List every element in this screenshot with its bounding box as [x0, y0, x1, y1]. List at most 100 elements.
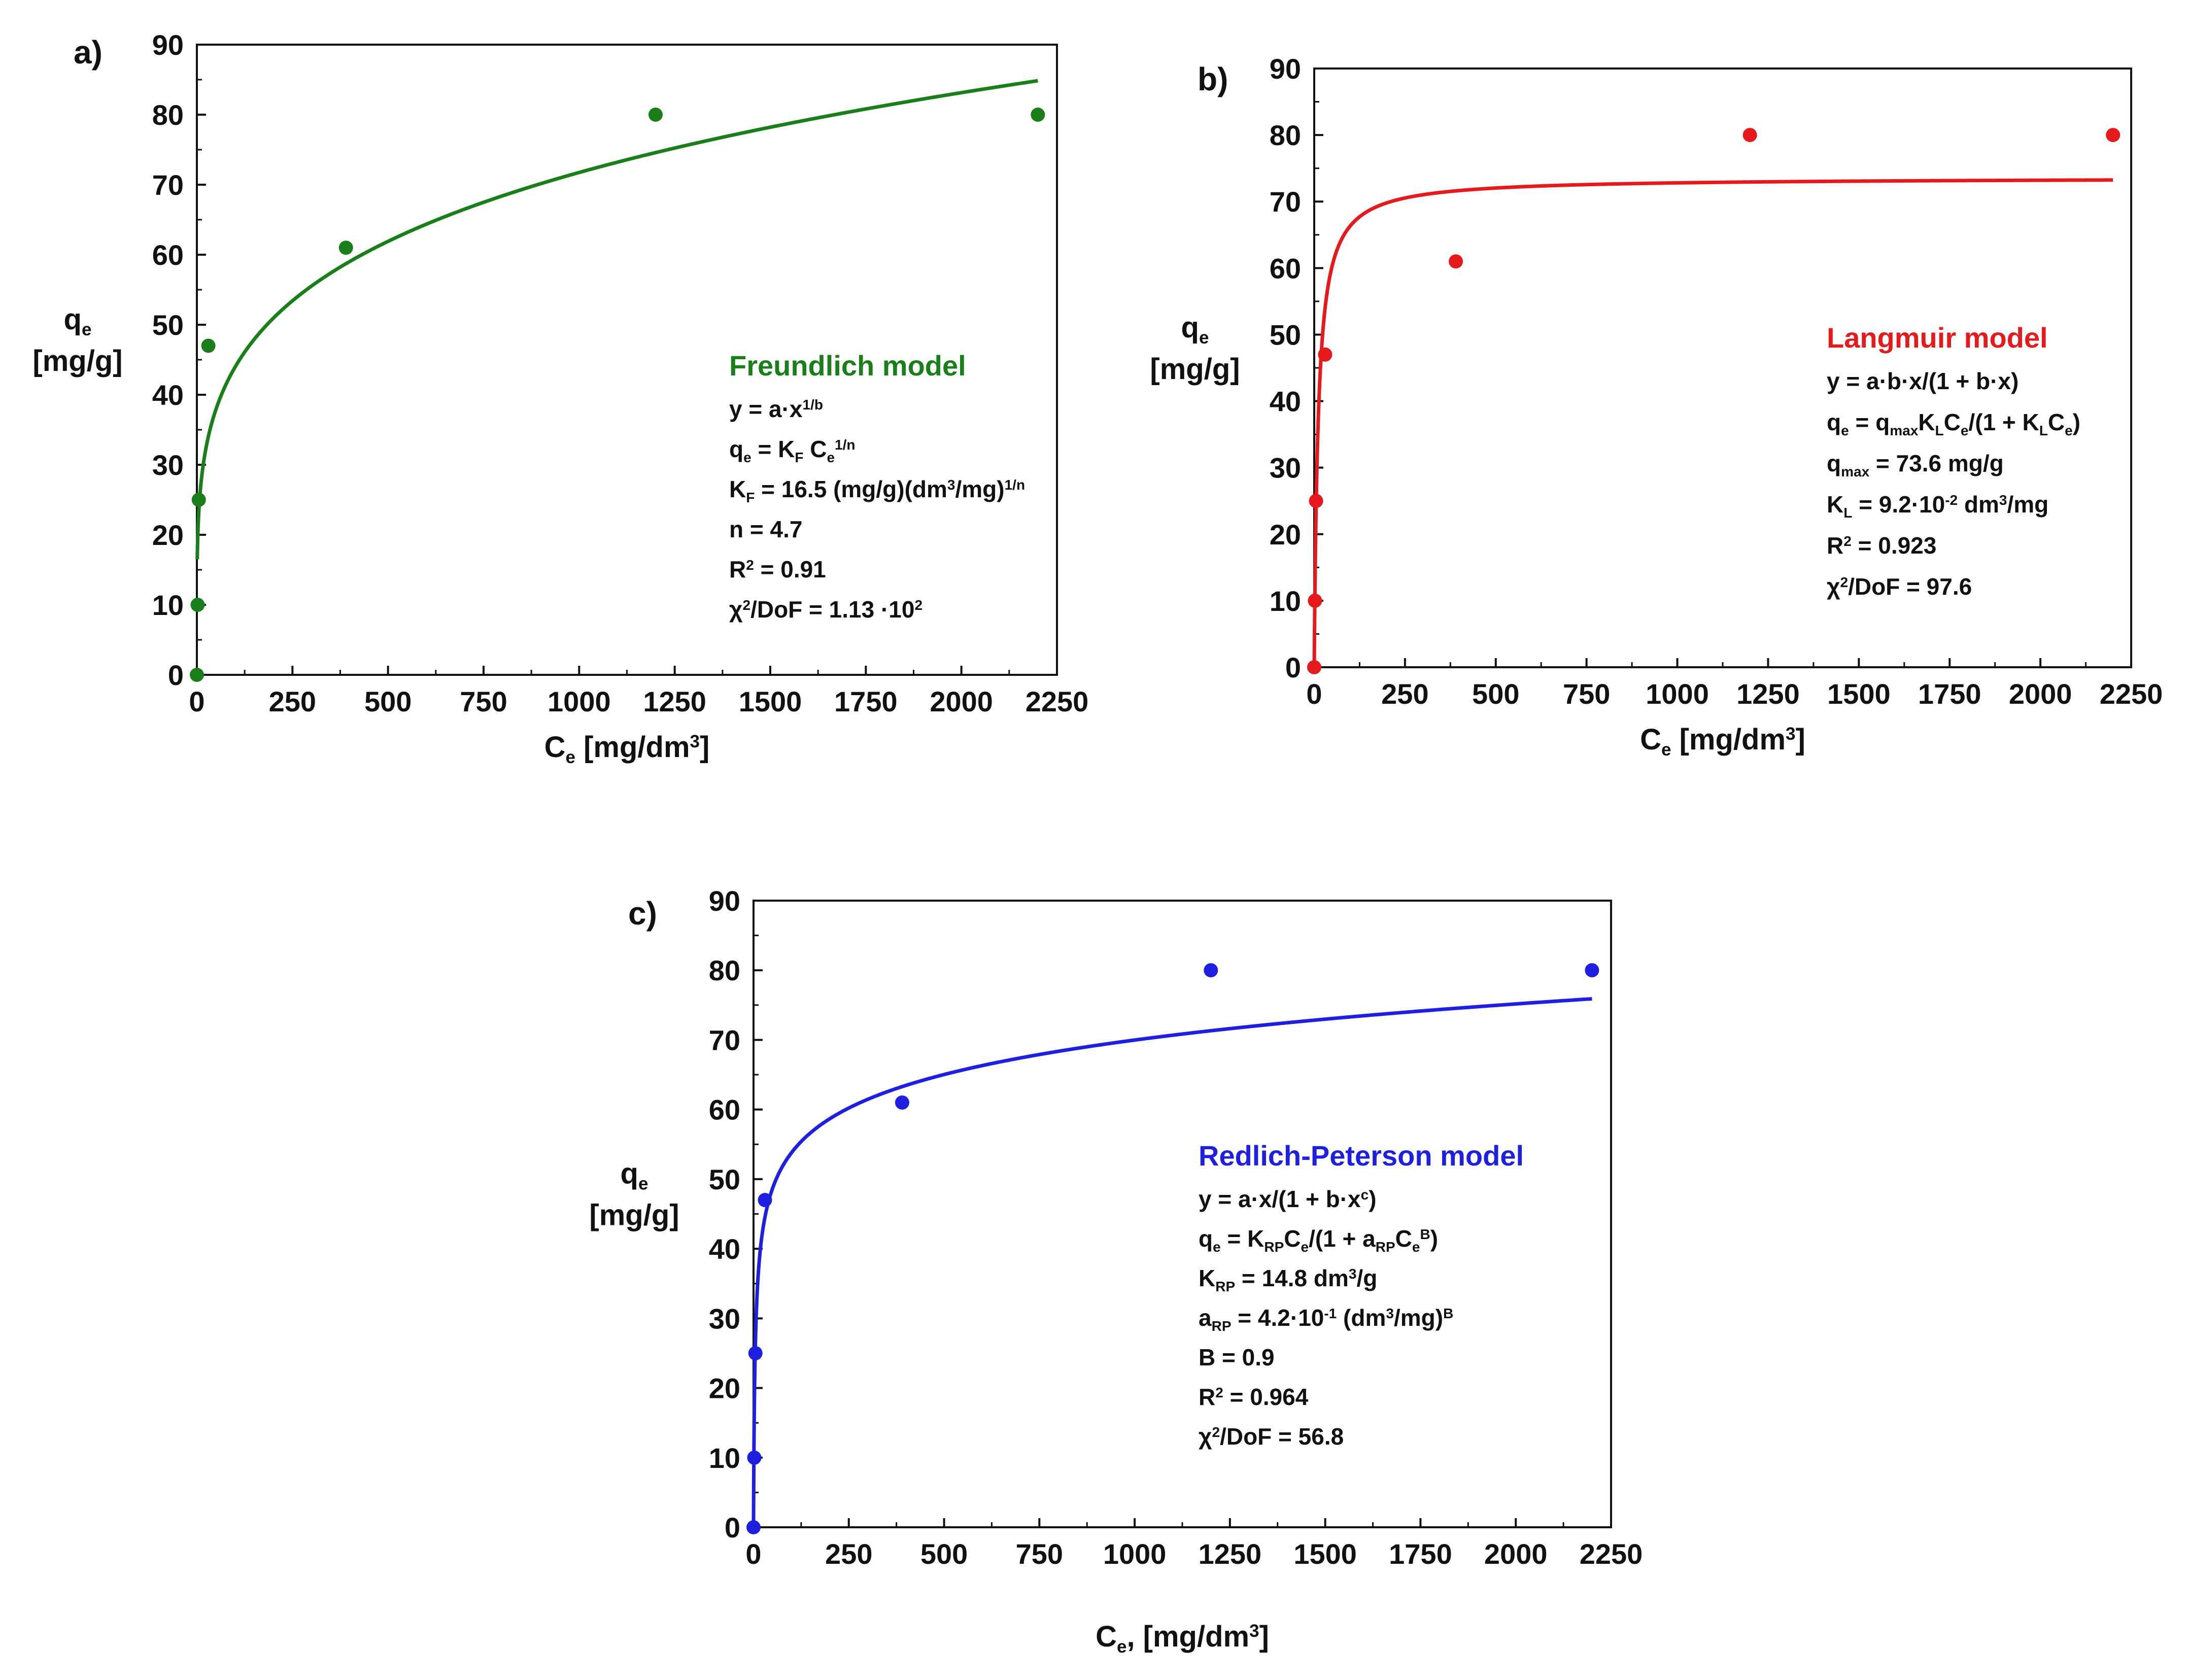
x-tick-label: 1750 — [1389, 1538, 1452, 1570]
data-point — [1204, 963, 1218, 978]
x-tick-label: 2250 — [1025, 685, 1089, 717]
fit-curve — [195, 79, 1038, 560]
model-equation-line: y = a·x1/b — [729, 396, 823, 422]
y-tick-label: 80 — [1270, 119, 1301, 151]
model-equation-line: qe = qmaxKLCe/(1 + KLCe) — [1827, 409, 2080, 438]
model-equation-line: y = a·x/(1 + b·xc) — [1199, 1186, 1377, 1212]
x-axis-label: Ce [mg/dm3] — [544, 731, 710, 767]
x-tick-label: 750 — [1016, 1538, 1063, 1570]
x-tick-label: 2250 — [2100, 678, 2163, 710]
data-point — [758, 1193, 772, 1208]
data-point — [191, 493, 206, 507]
x-tick-label: 2000 — [930, 685, 993, 717]
y-axis-label: qe — [64, 303, 92, 339]
model-equation-line: KRP = 14.8 dm3/g — [1199, 1265, 1377, 1294]
model-equation-line: KL = 9.2·10-2 dm3/mg — [1827, 491, 2048, 521]
y-tick-label: 60 — [1270, 252, 1301, 284]
x-axis-label: Ce, [mg/dm3] — [1096, 1620, 1269, 1657]
x-tick-label: 250 — [269, 685, 316, 717]
data-point — [1309, 494, 1323, 508]
y-tick-label: 10 — [1270, 585, 1301, 617]
y-tick-label: 30 — [152, 449, 184, 481]
data-point — [190, 668, 204, 682]
x-axis-label: Ce [mg/dm3] — [1640, 723, 1805, 760]
fit-curve — [751, 997, 1592, 1527]
model-equation-line: qmax = 73.6 mg/g — [1827, 450, 2004, 479]
data-point — [1031, 108, 1045, 122]
x-tick-label: 0 — [745, 1538, 761, 1570]
chart-panel-b: 0 250 500 750 1000 1250 1500 1750 2000 2250 0 10 20 3… — [1150, 53, 2163, 760]
data-point — [2106, 128, 2121, 143]
x-tick-label: 1500 — [1827, 678, 1891, 710]
y-tick-label: 0 — [168, 659, 184, 691]
panel-label: c) — [628, 895, 657, 932]
data-point — [1449, 254, 1463, 269]
model-equation-line: qe = KRPCe/(1 + aRPCeB) — [1199, 1225, 1438, 1255]
model-equation-line: KF = 16.5 (mg/g)(dm3/mg)1/n — [729, 476, 1025, 505]
x-tick-label: 0 — [1306, 678, 1322, 710]
model-title: Freundlich model — [729, 350, 966, 382]
panel-label: a) — [74, 34, 102, 71]
data-point — [1307, 660, 1321, 674]
x-tick-label: 1750 — [1918, 678, 1981, 710]
x-tick-label: 1750 — [834, 685, 898, 717]
fit-curve — [1312, 178, 2113, 667]
y-tick-label: 10 — [709, 1442, 740, 1474]
y-tick-label: 0 — [1285, 652, 1301, 683]
chart-panel-c: 0 250 500 750 1000 1250 1500 1750 2000 2250 0 10 20 3… — [589, 885, 1643, 1657]
model-equation-line: aRP = 4.2·10-1 (dm3/mg)B — [1199, 1305, 1453, 1334]
model-equation-line: n = 4.7 — [729, 516, 802, 542]
y-tick-label: 40 — [709, 1233, 740, 1265]
model-equation-line: χ2/DoF = 97.6 — [1827, 573, 1972, 600]
y-tick-label: 0 — [725, 1512, 740, 1544]
y-tick-label: 20 — [1270, 519, 1301, 551]
y-tick-label: 60 — [152, 239, 184, 271]
y-tick-label: 70 — [709, 1024, 740, 1056]
data-point — [338, 241, 353, 255]
data-point — [190, 598, 205, 612]
y-tick-label: 90 — [1270, 53, 1301, 85]
x-tick-label: 1500 — [739, 685, 802, 717]
x-tick-label: 2000 — [2009, 678, 2072, 710]
x-tick-label: 500 — [1472, 678, 1519, 710]
data-point — [648, 108, 663, 122]
y-axis-unit: [mg/g] — [589, 1199, 679, 1232]
model-equation-line: χ2/DoF = 56.8 — [1199, 1423, 1344, 1450]
x-tick-label: 1000 — [1103, 1538, 1167, 1570]
x-tick-label: 750 — [460, 685, 507, 717]
y-axis-unit: [mg/g] — [32, 345, 122, 378]
y-tick-label: 30 — [709, 1302, 740, 1334]
plot-frame — [753, 900, 1612, 1528]
data-point — [1585, 963, 1599, 978]
model-equation-line: y = a·b·x/(1 + b·x) — [1827, 368, 2019, 394]
data-point — [746, 1520, 761, 1534]
data-point — [895, 1095, 909, 1110]
y-tick-label: 50 — [152, 309, 184, 341]
y-tick-label: 80 — [152, 99, 184, 131]
data-point — [747, 1450, 762, 1465]
panel-label: b) — [1198, 61, 1228, 97]
data-point — [201, 338, 216, 353]
y-tick-label: 20 — [152, 519, 184, 551]
x-tick-label: 2250 — [1580, 1538, 1643, 1570]
model-equation-line: R2 = 0.923 — [1827, 532, 1936, 559]
data-point — [748, 1346, 763, 1360]
x-tick-label: 1500 — [1293, 1538, 1357, 1570]
y-tick-label: 20 — [709, 1373, 740, 1404]
y-tick-label: 10 — [152, 589, 184, 621]
x-tick-label: 500 — [920, 1538, 968, 1570]
x-tick-label: 1000 — [1646, 678, 1709, 710]
y-axis-label: qe — [1181, 311, 1209, 348]
model-equation-line: B = 0.9 — [1199, 1344, 1275, 1370]
model-title: Langmuir model — [1827, 322, 2048, 354]
data-point — [1308, 593, 1322, 608]
model-equation-line: R2 = 0.964 — [1199, 1384, 1309, 1410]
x-tick-label: 1250 — [1736, 678, 1800, 710]
x-tick-label: 750 — [1563, 678, 1610, 710]
y-tick-label: 30 — [1270, 452, 1301, 484]
x-tick-label: 1250 — [1199, 1538, 1262, 1570]
x-tick-label: 250 — [1381, 678, 1428, 710]
data-point — [1318, 347, 1332, 362]
model-equation-line: qe = KF Ce1/n — [729, 436, 856, 465]
